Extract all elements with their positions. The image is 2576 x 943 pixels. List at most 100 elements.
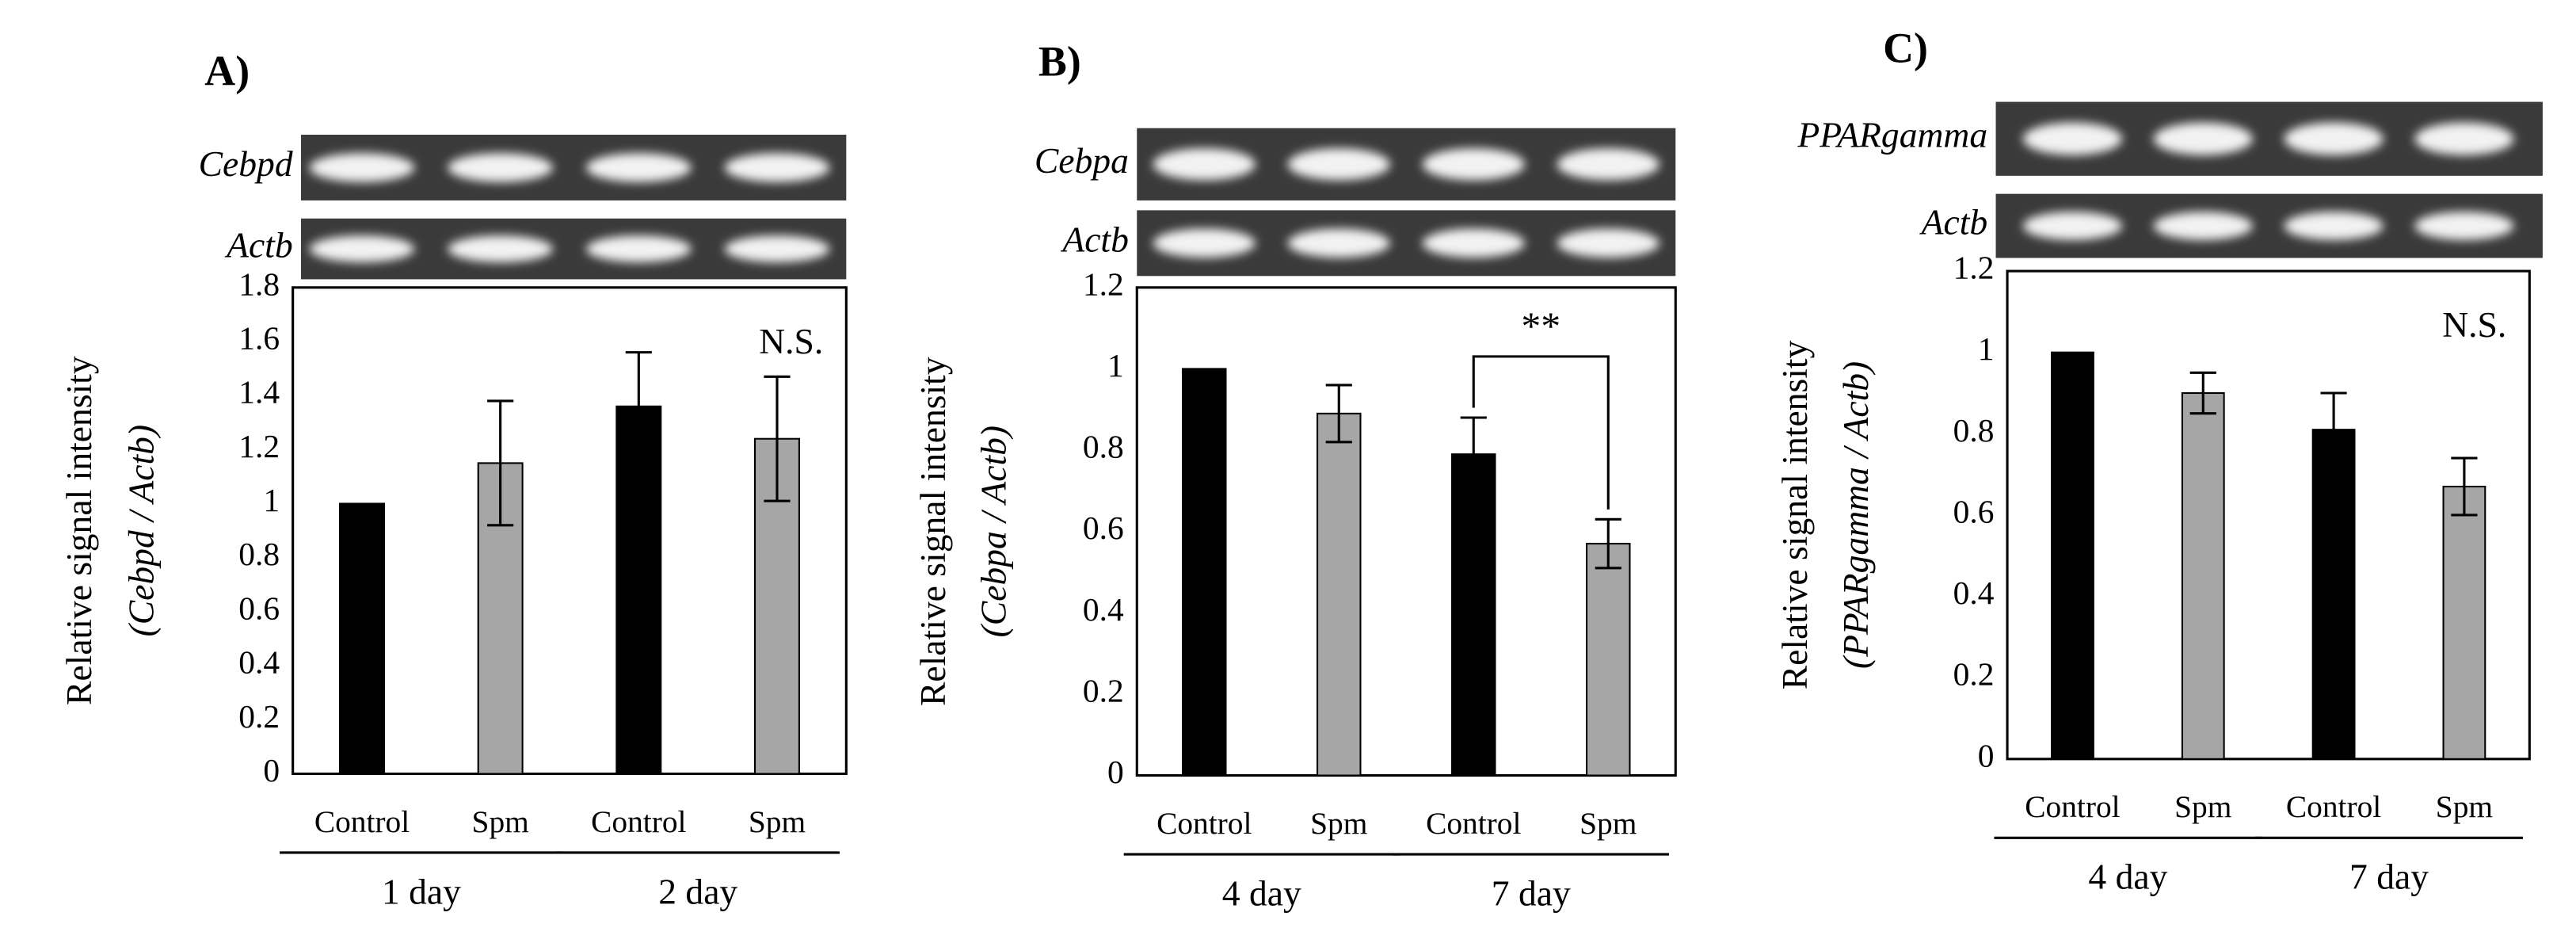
gel-band [1557,228,1660,258]
x-tick-label: Spm [472,804,530,839]
x-tick-label: Control [591,804,686,839]
gel-band [2284,122,2384,155]
gel-band [724,153,830,182]
gel-band [1287,148,1390,181]
x-tick-label: Spm [2436,789,2494,824]
y-tick-label: 0.6 [1083,510,1124,546]
panel-label: C) [1883,25,1928,72]
y-tick-label: 0.8 [1083,429,1124,465]
y-tick-label: 1.4 [238,374,280,410]
bar [615,405,662,775]
gel-band [585,235,692,262]
y-axis-label: Relative signal intensity [1774,340,1815,689]
gel-band [1153,148,1256,181]
gel-band [2414,122,2514,155]
error-bar [487,399,514,527]
plot-frame [2006,269,2531,761]
y-tick-label: 1.2 [1953,250,1995,286]
group-label: 1 day [382,871,461,911]
plot-frame [292,286,848,776]
bar [2442,485,2486,760]
gel-band [309,153,415,182]
gel-label: Cebpd [199,143,293,184]
error-bar [2451,456,2478,517]
x-tick-label: Spm [1580,806,1637,841]
bar [1586,543,1631,777]
error-bar [2320,391,2347,468]
annotation: N.S. [759,321,823,361]
bar [1182,368,1227,777]
group-label: 4 day [2088,857,2167,897]
error-bar [1325,384,1352,444]
gel-label: Cebpa [1035,140,1129,181]
x-tick-label: Spm [2174,789,2232,824]
y-tick-label: 0.2 [1953,656,1995,693]
y-axis-label: Relative signal intensity [913,357,953,706]
gel-label: Actb [1919,202,1988,242]
error-bar [2189,371,2216,415]
gel-band [1557,148,1660,181]
y-axis-label-ratio: (Cebpa / Actb) [974,426,1014,638]
y-tick-label: 1 [263,482,280,518]
error-bar [1460,416,1487,492]
y-tick-label: 0.4 [1953,575,1995,611]
y-tick-label: 0 [263,752,280,788]
x-tick-label: Control [1157,806,1252,841]
plot-frame [1135,286,1677,777]
x-tick-label: Control [2025,789,2120,824]
x-tick-label: Spm [749,804,806,839]
y-tick-label: 0.8 [238,536,280,572]
bar [2181,391,2225,760]
gel-label: Actb [224,225,293,265]
gel-band [1153,228,1256,258]
error-bar [764,375,791,502]
error-bar [1595,517,1621,570]
x-tick-label: Spm [1310,806,1368,841]
group-label: 7 day [2349,857,2429,897]
gel-band [585,153,692,182]
x-tick-label: Control [314,804,410,839]
bar [339,502,385,775]
y-tick-label: 1.6 [238,320,280,357]
significance-bracket [1472,355,1610,510]
gel-band [2022,212,2123,240]
gel-band [2153,212,2253,240]
y-axis-label: Relative signal intensity [59,356,99,705]
gel-band [1287,228,1390,258]
y-tick-label: 0 [1107,754,1124,790]
gel-band [2153,122,2253,155]
y-axis-label-ratio: (Cebpd / Actb) [121,425,162,637]
significance-label: ** [1521,304,1560,348]
gel-band [309,235,415,262]
gel-band [1422,148,1525,181]
y-tick-label: 1.2 [238,428,280,464]
y-tick-label: 1.2 [1083,265,1124,302]
y-tick-label: 1 [1107,347,1124,384]
y-tick-label: 0.6 [238,590,280,626]
y-tick-label: 1 [1978,330,1995,367]
gel-band [2284,212,2384,240]
panel-label: B) [1038,37,1081,85]
gel-band [448,153,554,182]
gel-band [2414,212,2514,240]
y-tick-label: 0.2 [238,698,280,735]
y-tick-label: 1.8 [238,265,280,302]
bar [2051,351,2094,760]
gel-band [724,235,830,262]
x-tick-label: Control [2286,789,2381,824]
gel-label: Actb [1060,219,1129,259]
x-tick-label: Control [1426,806,1521,841]
bar [1317,412,1362,777]
y-tick-label: 0.2 [1083,672,1124,708]
gel-label: PPARgamma [1797,115,1987,155]
y-axis-label-ratio: (PPARgamma / Actb) [1835,361,1876,669]
gel-band [448,235,554,262]
bar [2311,429,2356,760]
group-label: 2 day [658,871,737,911]
y-tick-label: 0.4 [1083,591,1124,628]
bar [1451,453,1496,777]
annotation: N.S. [2442,304,2506,345]
y-tick-label: 0 [1978,737,1995,773]
